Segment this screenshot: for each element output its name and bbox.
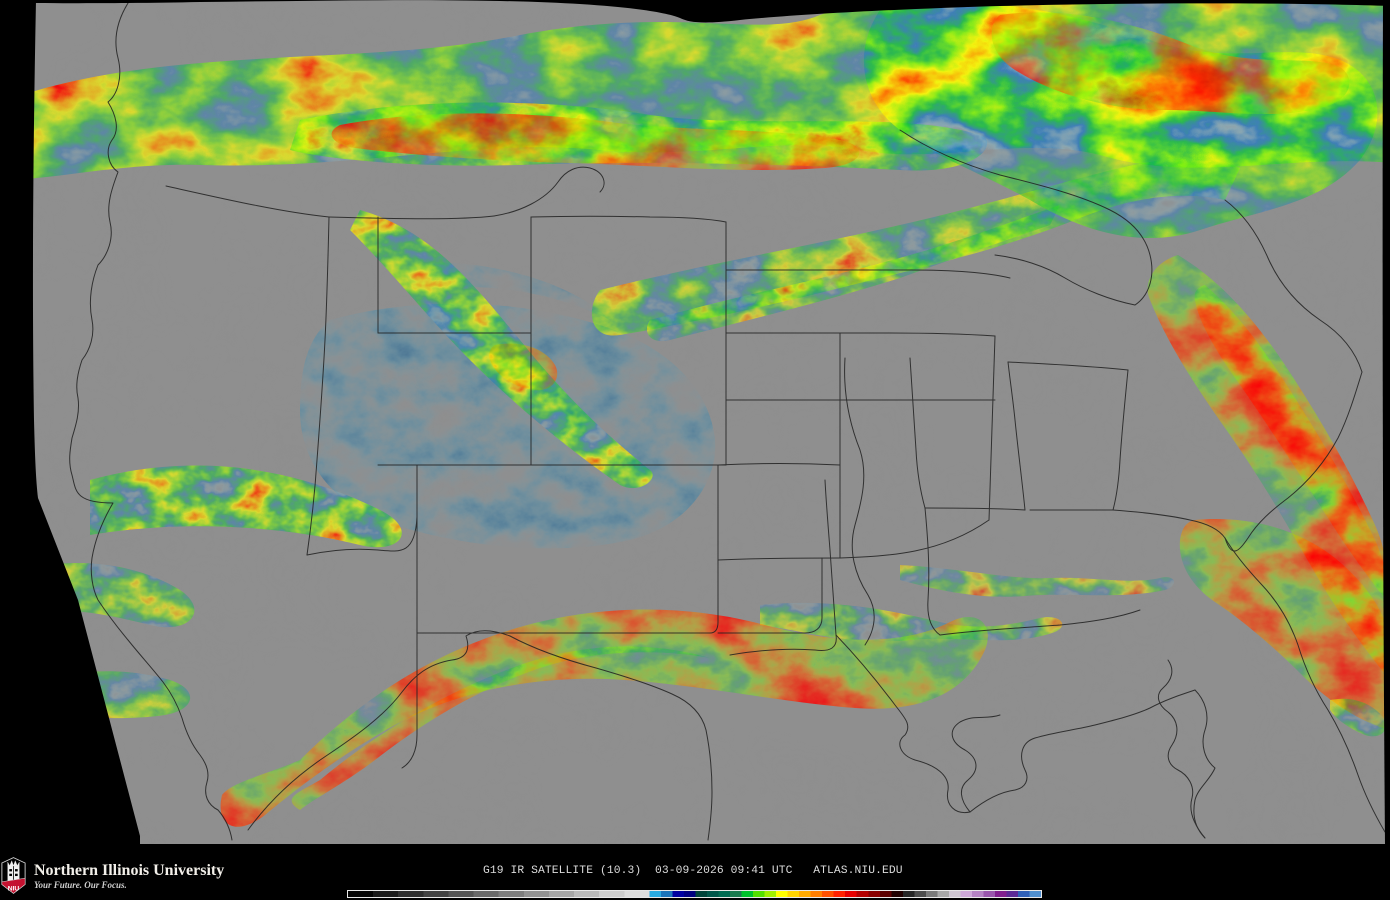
- svg-text:NIU: NIU: [8, 885, 20, 892]
